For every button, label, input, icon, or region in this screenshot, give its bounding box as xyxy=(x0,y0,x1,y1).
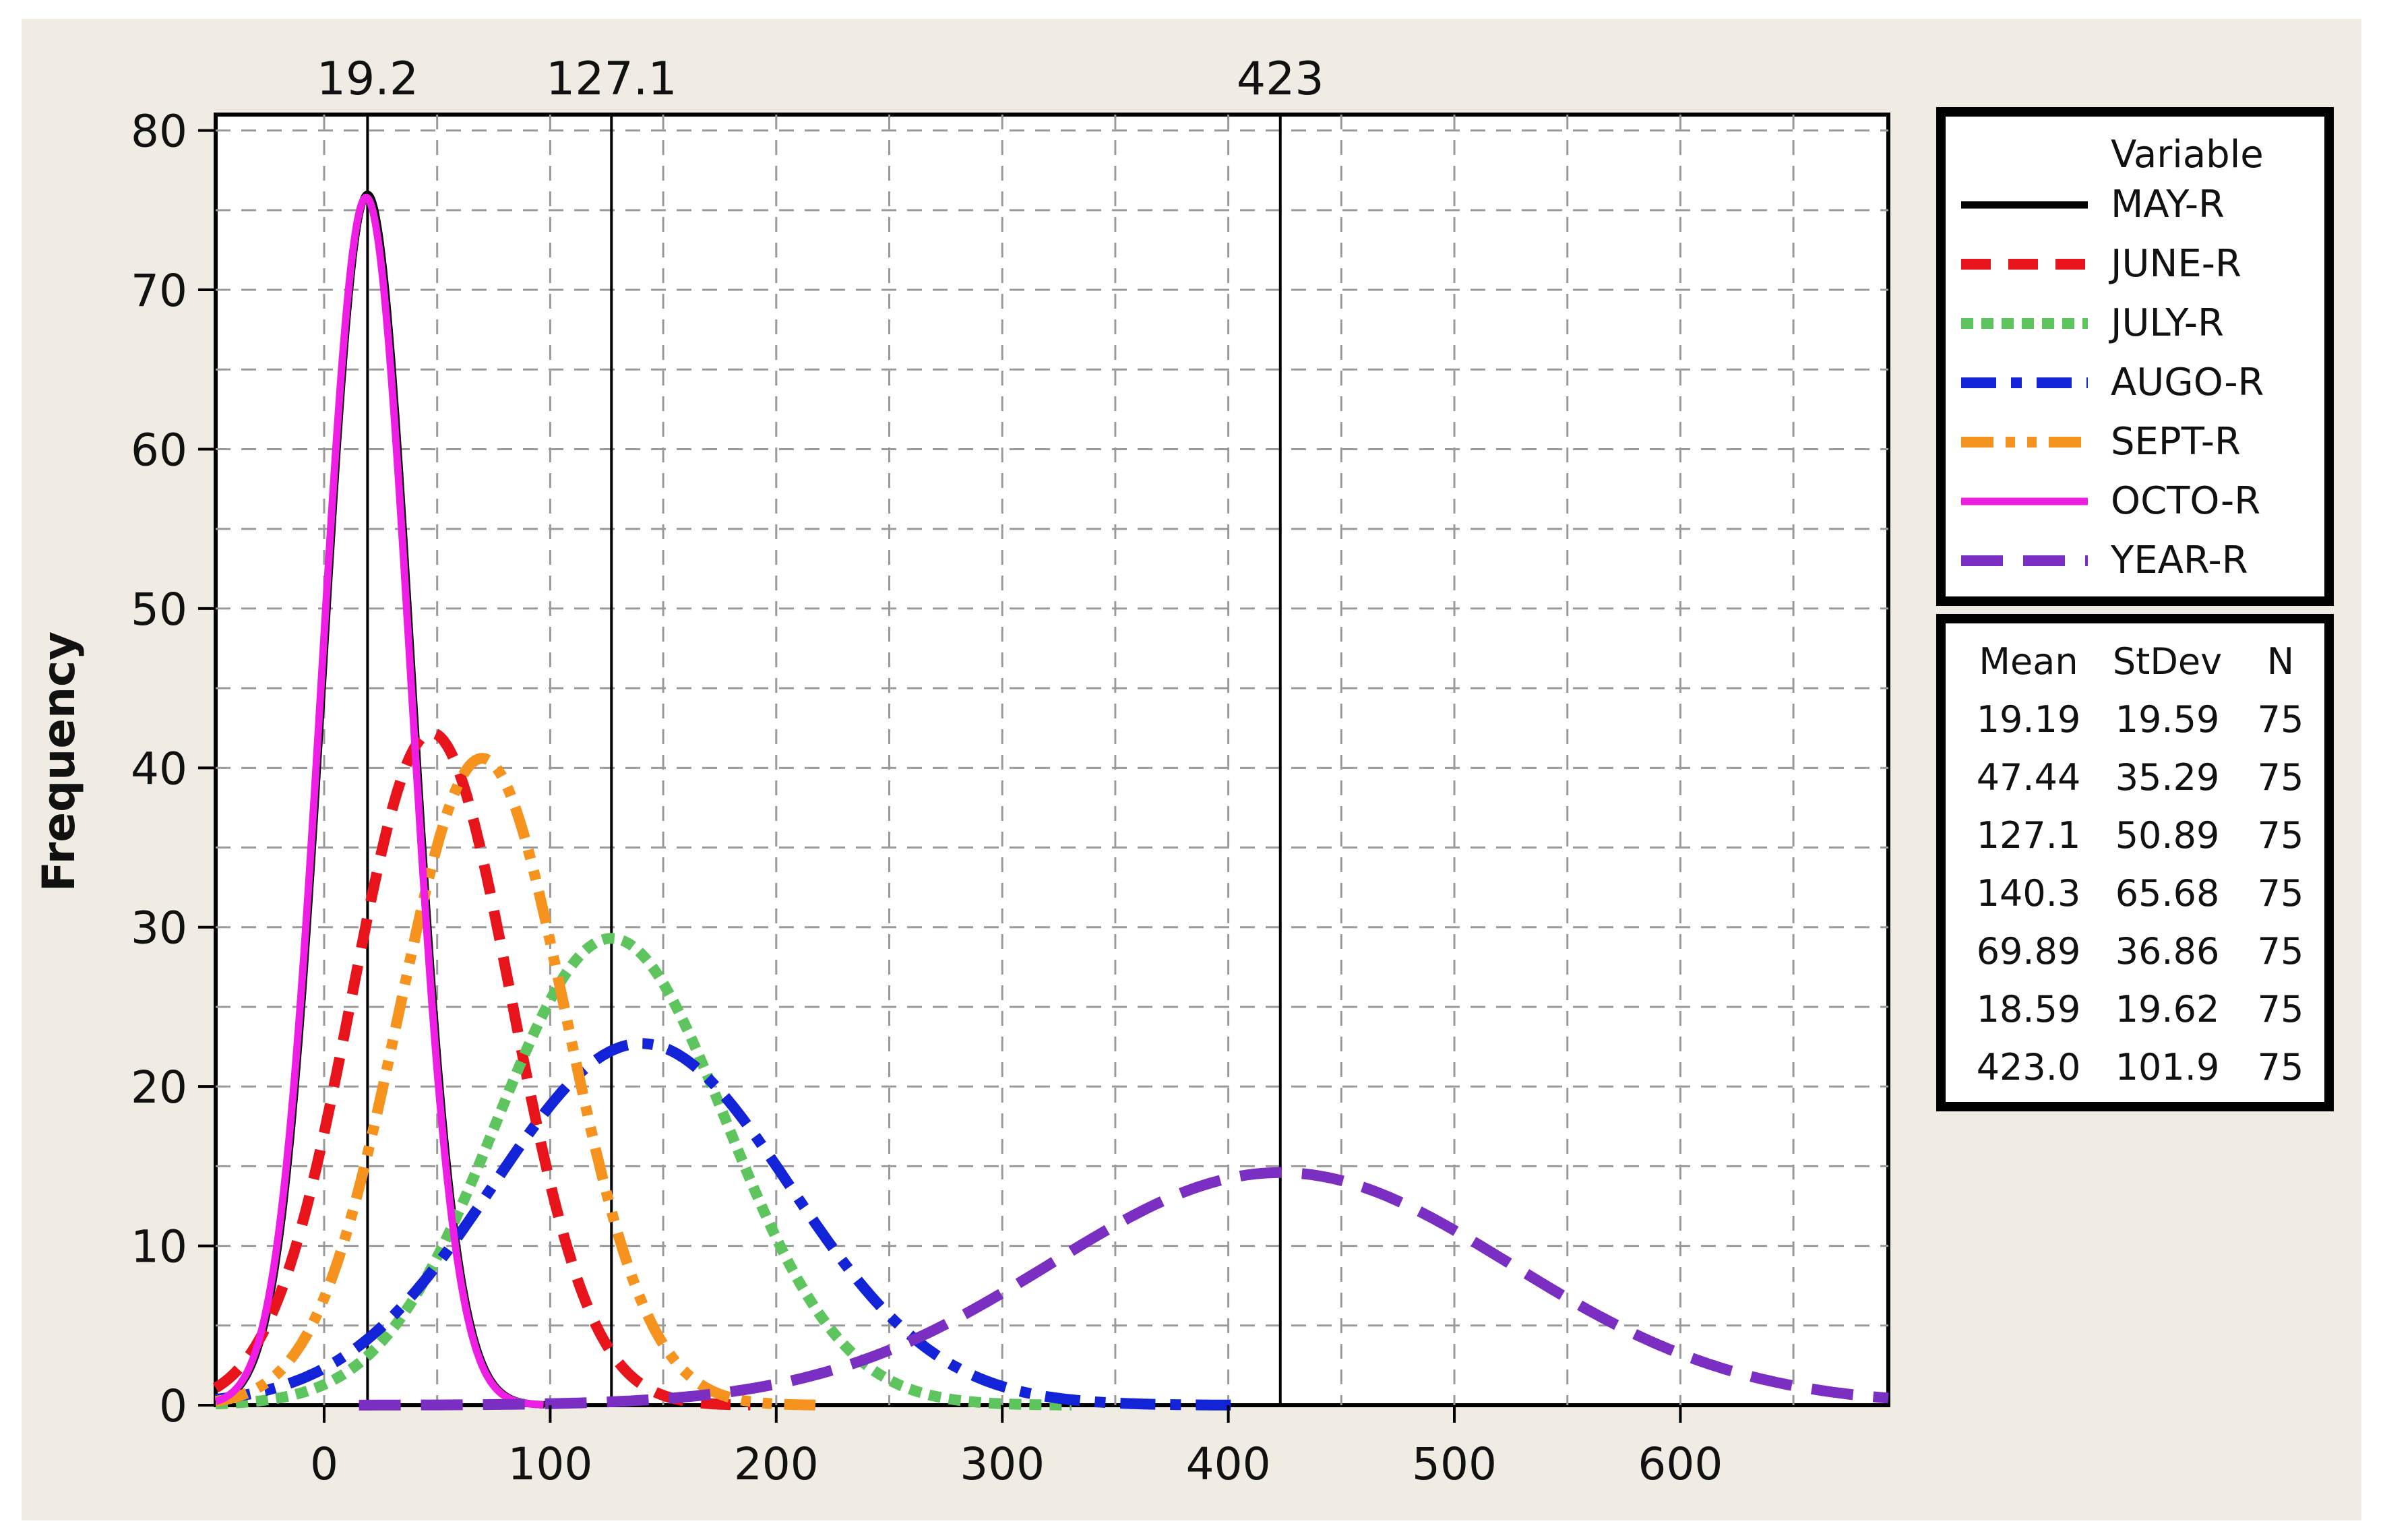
reference-line-label: 423 xyxy=(1237,53,1324,106)
legend-label: SEPT-R xyxy=(2111,420,2241,464)
reference-line-label: 19.2 xyxy=(317,53,419,106)
stats-header-cell: StDev xyxy=(2113,640,2222,683)
stats-value-cell: 69.89 xyxy=(1977,930,2081,973)
reference-lines: 19.2 127.1 423 xyxy=(317,53,1324,1405)
plot-area xyxy=(214,113,1890,1407)
legend: Variable MAY-R JUNE-R JULY-R AUGO-R SEPT-R OC… xyxy=(1936,107,2334,606)
y-tick-label: 50 xyxy=(131,584,187,636)
stats-value-cell: 127.1 xyxy=(1977,814,2081,857)
stats-value-cell: 423.0 xyxy=(1977,1046,2081,1088)
stats-value-cell: 75 xyxy=(2258,988,2304,1030)
x-tick-label: 500 xyxy=(1412,1438,1497,1490)
x-tick-label: 100 xyxy=(507,1438,592,1490)
stats-value-cell: 19.62 xyxy=(2115,988,2220,1030)
series-curves xyxy=(212,190,1889,1411)
y-tick-label: 20 xyxy=(131,1061,187,1113)
legend-item: OCTO-R xyxy=(1961,479,2260,523)
x-tick-label: 200 xyxy=(734,1438,819,1490)
y-tick-label: 0 xyxy=(159,1380,187,1432)
x-tick-label: 600 xyxy=(1638,1438,1723,1490)
stats-value-cell: 19.59 xyxy=(2115,698,2220,741)
stats-value-cell: 75 xyxy=(2258,814,2304,857)
reference-line-label: 127.1 xyxy=(546,53,677,106)
stats-value-cell: 35.29 xyxy=(2115,756,2220,799)
legend-item: JUNE-R xyxy=(1961,242,2241,286)
x-tick-label: 0 xyxy=(310,1438,338,1490)
legend-label: JUNE-R xyxy=(2109,242,2241,286)
stats-value-cell: 75 xyxy=(2258,698,2304,741)
legend-label: YEAR-R xyxy=(2110,538,2248,582)
stats-value-cell: 75 xyxy=(2258,1046,2304,1088)
legend-label: JULY-R xyxy=(2109,301,2224,345)
y-tick-label: 70 xyxy=(131,265,187,317)
axes: 0 100 200 300 400 500 600 0 10 20 30 40 50 60 70 80 xyxy=(131,106,1723,1490)
x-tick-label: 300 xyxy=(960,1438,1045,1490)
series-line xyxy=(214,1038,1237,1411)
legend-item: AUGO-R xyxy=(1961,361,2264,404)
x-tick-label: 400 xyxy=(1186,1438,1271,1490)
stats-frame xyxy=(1936,614,2334,1111)
legend-label: AUGO-R xyxy=(2111,361,2264,404)
stats-content: Mean StDev N 19.19 19.59 75 47.44 35.29 75 127.1 5… xyxy=(1977,640,2304,1088)
y-tick-label: 80 xyxy=(131,106,187,158)
stats-value-cell: 140.3 xyxy=(1977,872,2081,915)
stats-value-cell: 18.59 xyxy=(1977,988,2081,1030)
y-axis-label: Frequency xyxy=(33,632,85,892)
series-line xyxy=(212,727,754,1411)
legend-item: YEAR-R xyxy=(1961,538,2248,582)
legend-title: Variable xyxy=(2111,133,2264,177)
stats-value-cell: 50.89 xyxy=(2115,814,2220,857)
series-line xyxy=(213,193,547,1409)
legend-label: OCTO-R xyxy=(2111,479,2260,523)
stats-value-cell: 19.19 xyxy=(1977,698,2081,741)
stats-value-cell: 75 xyxy=(2258,872,2304,915)
y-tick-label: 40 xyxy=(131,743,187,795)
stats-value-cell: 101.9 xyxy=(2115,1046,2220,1088)
series-line xyxy=(359,1167,1889,1411)
grid-lines xyxy=(216,115,1888,1405)
stats-value-cell: 75 xyxy=(2258,756,2304,799)
legend-item: JULY-R xyxy=(1961,301,2224,345)
legend-label: MAY-R xyxy=(2111,183,2225,226)
stats-value-cell: 47.44 xyxy=(1977,756,2081,799)
stats-value-cell: 36.86 xyxy=(2115,930,2220,973)
legend-item: MAY-R xyxy=(1961,183,2225,226)
statistics-table: Mean StDev N 19.19 19.59 75 47.44 35.29 75 127.1 5… xyxy=(1936,614,2334,1111)
stats-header-cell: N xyxy=(2267,640,2294,683)
y-tick-label: 60 xyxy=(131,424,187,476)
y-tick-label: 30 xyxy=(131,902,187,954)
series-line xyxy=(213,933,1074,1411)
series-line xyxy=(212,753,819,1411)
stats-header-cell: Mean xyxy=(1979,640,2078,683)
stats-value-cell: 75 xyxy=(2258,930,2304,973)
legend-item: SEPT-R xyxy=(1961,420,2241,464)
legend-frame xyxy=(1936,107,2334,606)
legend-items: MAY-R JUNE-R JULY-R AUGO-R SEPT-R OCTO-R YEAR-… xyxy=(1961,183,2264,582)
stats-value-cell: 65.68 xyxy=(2115,872,2220,915)
y-tick-label: 10 xyxy=(131,1221,187,1273)
